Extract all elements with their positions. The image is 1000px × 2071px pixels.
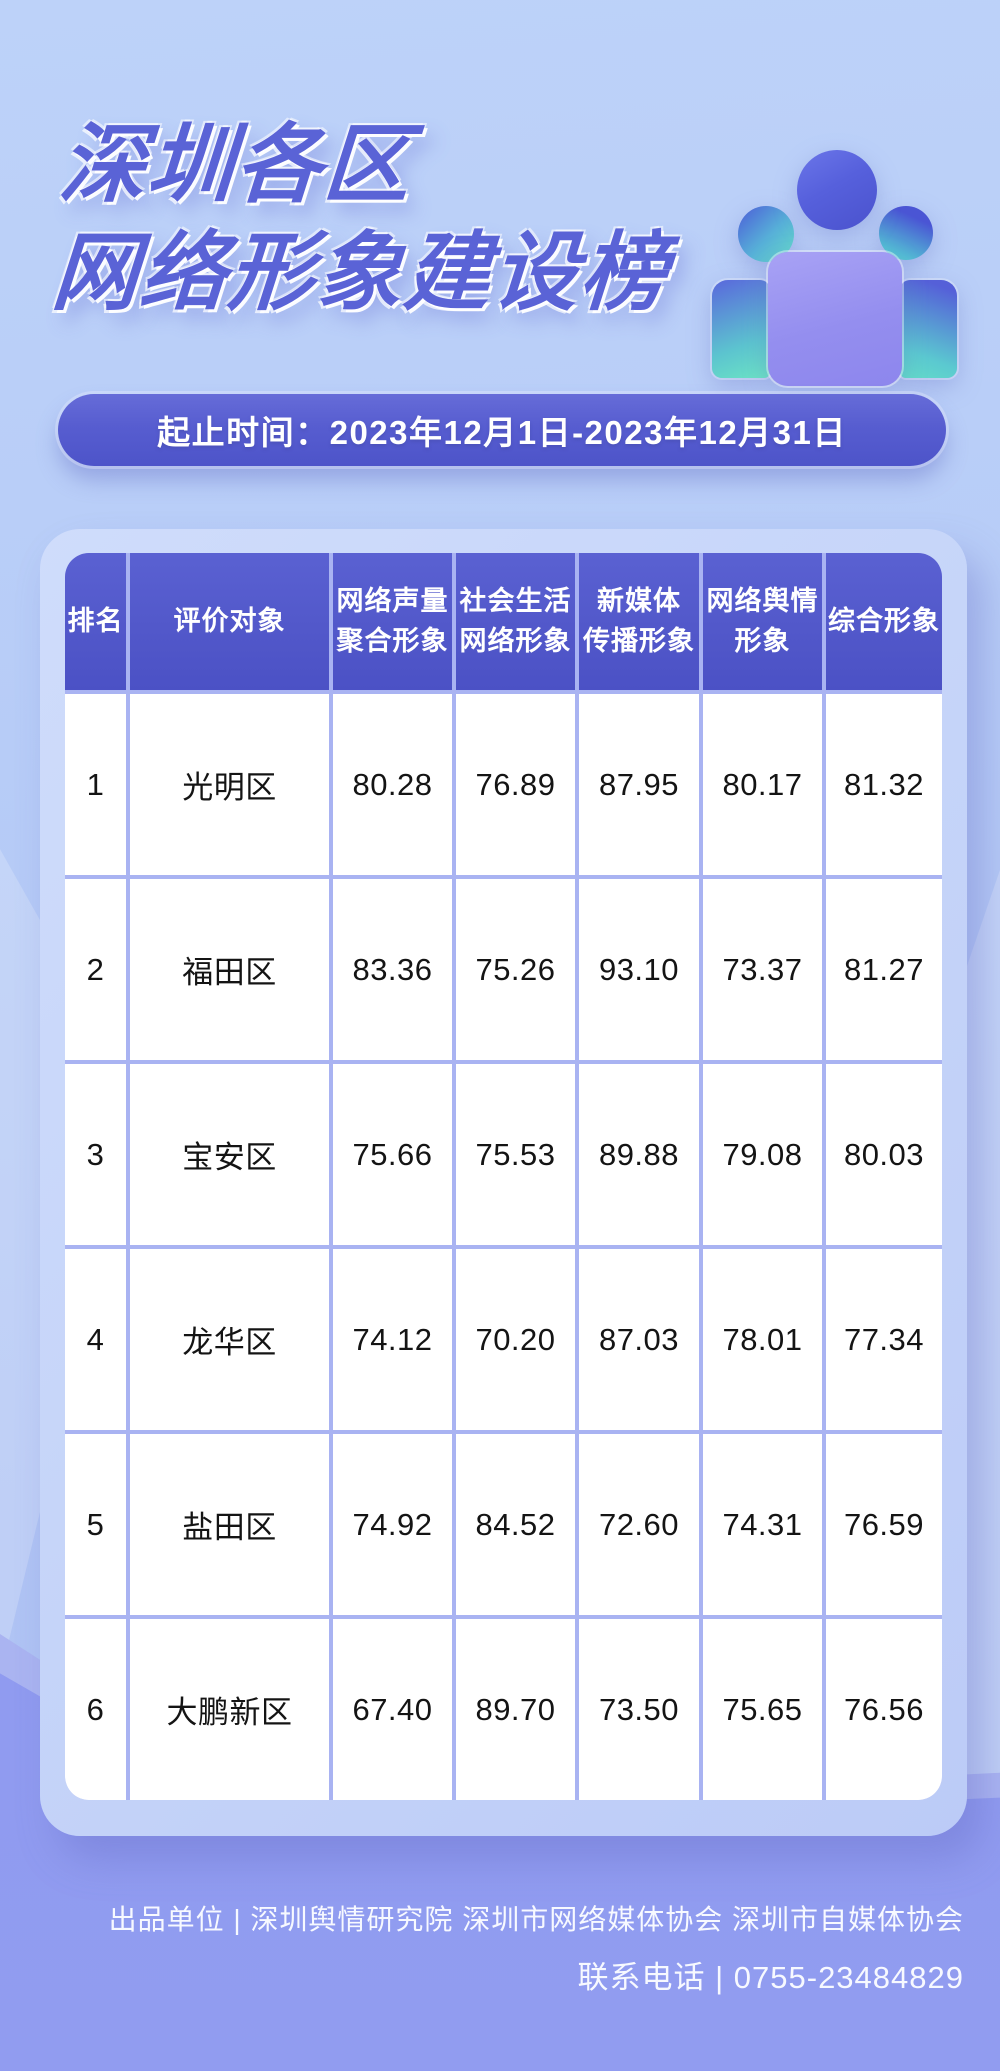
score-cell: 76.89	[456, 694, 575, 875]
score-cell: 84.52	[456, 1434, 575, 1615]
score-cell: 79.08	[703, 1064, 822, 1245]
score-cell: 73.37	[703, 879, 822, 1060]
score-cell: 93.10	[579, 879, 699, 1060]
person-left-body-icon	[712, 280, 770, 378]
score-cell: 81.32	[826, 694, 942, 875]
score-cell: 83.36	[333, 879, 452, 1060]
score-cell: 73.50	[579, 1619, 699, 1800]
score-cell: 74.12	[333, 1249, 452, 1430]
score-cell: 67.40	[333, 1619, 452, 1800]
rank-cell: 4	[65, 1249, 126, 1430]
date-range-banner: 起止时间：2023年12月1日-2023年12月31日	[58, 394, 946, 466]
person-center-body-icon	[768, 252, 902, 386]
ranking-table: 排名 评价对象 网络声量 聚合形象 社会生活 网络形象 新媒体 传播形象 网络舆…	[65, 553, 942, 1800]
table-panel: 排名 评价对象 网络声量 聚合形象 社会生活 网络形象 新媒体 传播形象 网络舆…	[40, 529, 967, 1836]
date-range-text: 起止时间：2023年12月1日-2023年12月31日	[157, 414, 847, 451]
score-cell: 77.34	[826, 1249, 942, 1430]
rank-cell: 3	[65, 1064, 126, 1245]
district-cell: 光明区	[130, 694, 329, 875]
rank-cell: 5	[65, 1434, 126, 1615]
score-cell: 76.56	[826, 1619, 942, 1800]
district-cell: 大鹏新区	[130, 1619, 329, 1800]
rank-cell: 2	[65, 879, 126, 1060]
column-header-sentiment: 网络舆情 形象	[703, 553, 822, 690]
district-cell: 福田区	[130, 879, 329, 1060]
score-cell: 70.20	[456, 1249, 575, 1430]
score-cell: 80.28	[333, 694, 452, 875]
score-cell: 75.66	[333, 1064, 452, 1245]
district-cell: 宝安区	[130, 1064, 329, 1245]
score-cell: 74.31	[703, 1434, 822, 1615]
column-header-volume: 网络声量 聚合形象	[333, 553, 452, 690]
title-line-2: 网络形象建设榜	[48, 224, 672, 321]
column-header-overall: 综合形象	[826, 553, 942, 690]
footer: 出品单位 | 深圳舆情研究院 深圳市网络媒体协会 深圳市自媒体协会 联系电话 |…	[0, 1898, 964, 1997]
score-cell: 75.53	[456, 1064, 575, 1245]
rank-cell: 1	[65, 694, 126, 875]
score-cell: 89.88	[579, 1064, 699, 1245]
score-cell: 75.65	[703, 1619, 822, 1800]
column-header-rank: 排名	[65, 553, 126, 690]
score-cell: 76.59	[826, 1434, 942, 1615]
score-cell: 87.03	[579, 1249, 699, 1430]
person-center-head-icon	[797, 150, 877, 230]
score-cell: 80.17	[703, 694, 822, 875]
score-cell: 78.01	[703, 1249, 822, 1430]
district-cell: 盐田区	[130, 1434, 329, 1615]
score-cell: 80.03	[826, 1064, 942, 1245]
score-cell: 81.27	[826, 879, 942, 1060]
person-right-body-icon	[900, 280, 957, 378]
score-cell: 87.95	[579, 694, 699, 875]
score-cell: 75.26	[456, 879, 575, 1060]
column-header-target: 评价对象	[130, 553, 329, 690]
person-right-head-icon	[879, 206, 933, 260]
rank-cell: 6	[65, 1619, 126, 1800]
people-group-icon	[700, 140, 960, 390]
column-header-social: 社会生活 网络形象	[456, 553, 575, 690]
title-line-1: 深圳各区	[56, 117, 416, 213]
district-cell: 龙华区	[130, 1249, 329, 1430]
score-cell: 74.92	[333, 1434, 452, 1615]
footer-contact: 联系电话 | 0755-23484829	[577, 1960, 964, 1995]
score-cell: 72.60	[579, 1434, 699, 1615]
poster-title: 深圳各区 网络形象建设榜	[48, 112, 679, 327]
score-cell: 89.70	[456, 1619, 575, 1800]
footer-publishers: 出品单位 | 深圳舆情研究院 深圳市网络媒体协会 深圳市自媒体协会	[108, 1904, 964, 1935]
column-header-newmedia: 新媒体 传播形象	[579, 553, 699, 690]
